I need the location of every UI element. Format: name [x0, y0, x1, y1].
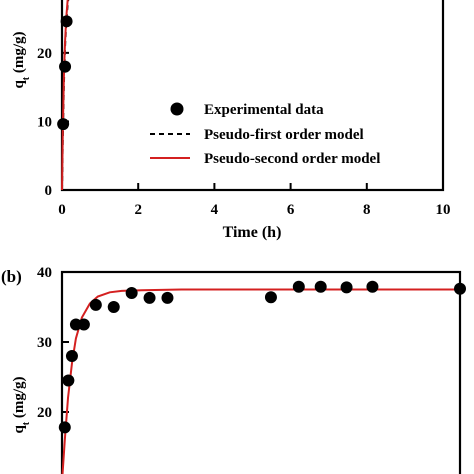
panel-b-y-tick-label: 30: [37, 335, 52, 351]
panel-a-data-point: [57, 118, 70, 131]
legend-marker-experimental: [170, 102, 184, 116]
panel-b-data-point: [125, 287, 138, 299]
panel-b-label: (b): [1, 267, 22, 286]
panel-a-y-tick-label: 0: [45, 183, 53, 199]
panel-a-x-tick-label: 6: [287, 202, 295, 218]
panel-a-data-point: [59, 60, 72, 73]
panel-b-y-tick-label: 20: [37, 405, 52, 421]
panel-a-y-tick-label: 10: [37, 114, 52, 130]
panel-b-data-point: [77, 318, 90, 331]
panel-a-legend: Experimental data Pseudo-first order mod…: [150, 102, 380, 167]
panel-b-data-point: [292, 280, 305, 293]
panel-b-data-point: [107, 301, 120, 313]
panel-b-plot: (b) 20 30 40 qt (mg/g): [1, 265, 466, 474]
panel-b-data-point: [314, 280, 327, 293]
panel-a-y-axis-label: qt (mg/g): [11, 31, 32, 88]
panel-b-data-point: [340, 281, 353, 294]
panel-a-x-tick-label: 0: [58, 202, 66, 218]
panel-a-plot: 0 2 4 6 8 10 0 10 20 Time (h) qt (mg/g) Experime…: [11, 0, 451, 241]
legend-label-experimental: Experimental data: [204, 102, 324, 118]
panel-b-data-point: [65, 350, 78, 362]
panel-b-data-point: [143, 291, 156, 304]
panel-b-data-point: [62, 374, 75, 387]
legend-label-pseudo-first: Pseudo-first order model: [204, 127, 364, 143]
panel-a-x-tick-label: 8: [363, 202, 371, 218]
panel-b-y-tick-label: 40: [37, 265, 52, 281]
panel-a-y-tick-label: 20: [37, 46, 52, 62]
panel-b-frame: [60, 270, 462, 474]
panel-b-data-point: [89, 298, 102, 311]
panel-b-y-axis-label: qt (mg/g): [11, 376, 32, 433]
panel-b-data-point: [161, 291, 174, 304]
legend-label-pseudo-second: Pseudo-second order model: [204, 151, 380, 167]
panel-b-data-point: [58, 421, 71, 434]
panel-a-pseudo-second-curve: [61, 0, 69, 191]
panel-a-x-tick-label: 4: [211, 202, 219, 218]
panel-a-data-point: [60, 15, 73, 28]
panel-b-pseudo-second-curve: [61, 288, 460, 474]
panel-a-x-tick-label: 10: [436, 202, 451, 218]
panel-a-frame: [60, 0, 445, 192]
panel-b-data-point: [454, 282, 466, 295]
panel-b-data-point: [366, 280, 379, 293]
panel-a-x-tick-label: 2: [134, 202, 142, 218]
panel-b-data-point: [264, 291, 277, 304]
panel-a-x-axis-label: Time (h): [223, 224, 282, 241]
